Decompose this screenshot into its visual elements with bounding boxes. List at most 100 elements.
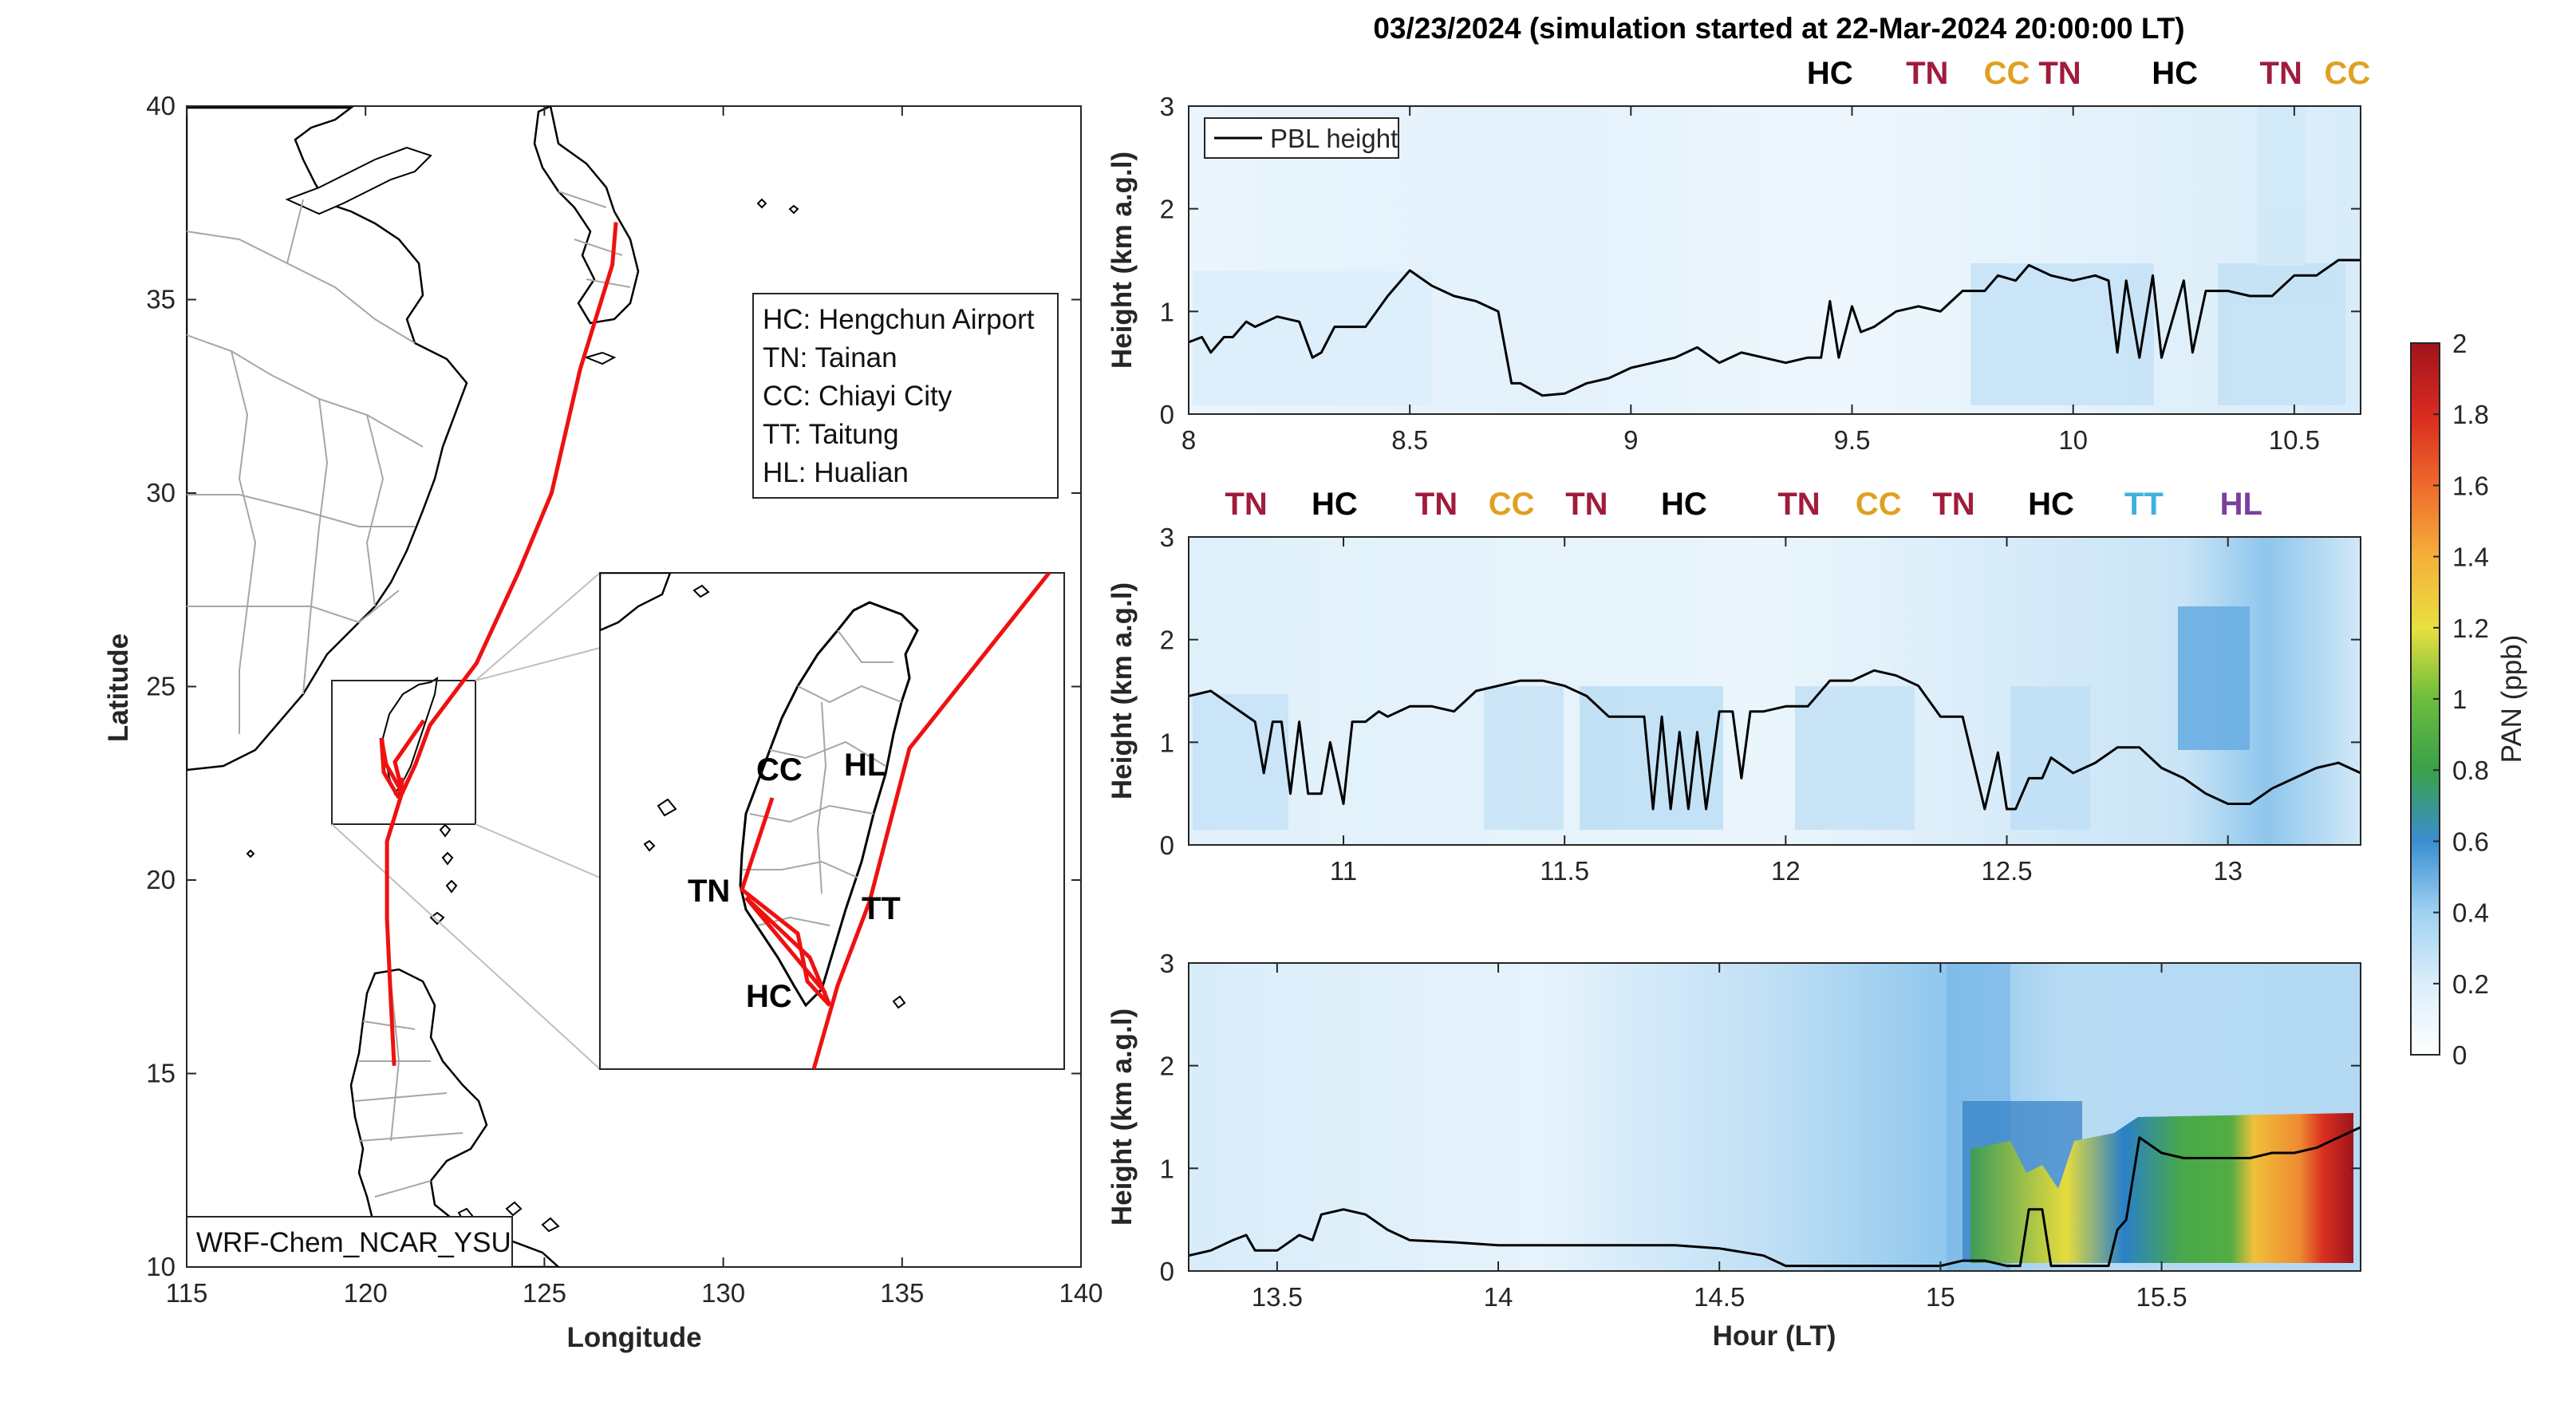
xtick-label: 13.5 bbox=[1252, 1282, 1303, 1312]
colorbar-tick-label: 0 bbox=[2452, 1040, 2467, 1070]
inset-flight-track bbox=[740, 573, 1051, 1069]
site-label-tn: TN bbox=[1225, 487, 1267, 522]
jeju-island bbox=[583, 351, 617, 365]
map-ytick-label: 30 bbox=[146, 478, 176, 507]
inset-coast-mainland bbox=[600, 573, 672, 632]
legend-entry: TT: Taitung bbox=[763, 419, 899, 450]
panel1-ylabel: Height (km a.g.l) bbox=[1107, 152, 1138, 369]
xtick-label: 10 bbox=[2058, 425, 2088, 455]
xtick-label: 15.5 bbox=[2136, 1282, 2187, 1312]
ytick-label: 3 bbox=[1160, 949, 1174, 978]
model-label-box: WRF-Chem_NCAR_YSU bbox=[186, 1216, 513, 1268]
panel-frame bbox=[1188, 962, 2361, 1272]
site-label-hc: HC bbox=[2028, 487, 2074, 522]
map-panel: 115 120 125 130 135 140 10 15 20 25 30 35 40 Longit… bbox=[103, 91, 1103, 1353]
site-label-hl: HL bbox=[844, 748, 886, 783]
map-xtick-label: 135 bbox=[880, 1278, 924, 1308]
site-label-hc: HC bbox=[1661, 487, 1707, 522]
pbl-height-line bbox=[1188, 669, 2361, 811]
legend-entry: HL: Hualian bbox=[763, 457, 909, 488]
inset-islets bbox=[643, 584, 906, 1009]
site-label-tt: TT bbox=[862, 891, 901, 926]
panel2-ylabel: Height (km a.g.l) bbox=[1107, 582, 1138, 799]
site-label-tn: TN bbox=[1777, 487, 1820, 522]
panel3-plume bbox=[1947, 963, 2353, 1271]
site-label-tn: TN bbox=[688, 874, 730, 909]
site-label-cc: CC bbox=[756, 752, 803, 787]
ytick-label: 2 bbox=[1160, 1052, 1174, 1081]
colorbar-tick-label: 0.8 bbox=[2452, 756, 2489, 785]
curtain-panel-2 bbox=[1189, 537, 2361, 845]
xtick-label: 11 bbox=[1330, 856, 1357, 886]
ytick-label: 2 bbox=[1160, 195, 1174, 224]
map-ylabel: Latitude bbox=[103, 633, 134, 742]
colorbar-tick-label: 1.4 bbox=[2452, 543, 2489, 572]
map-xtick-label: 120 bbox=[344, 1278, 388, 1308]
xtick-label: 14 bbox=[1484, 1282, 1513, 1312]
colorbar-tick-label: 1 bbox=[2452, 685, 2467, 714]
ytick-label: 1 bbox=[1160, 1154, 1174, 1183]
legend-entry: TN: Tainan bbox=[763, 342, 897, 373]
ytick-label: 0 bbox=[1160, 400, 1174, 429]
xtick-label: 8 bbox=[1181, 425, 1196, 455]
panel3-xlabel: Hour (LT) bbox=[1713, 1320, 1836, 1352]
colorbar-tick-label: 1.6 bbox=[2452, 471, 2489, 500]
xtick-label: 12 bbox=[1771, 856, 1801, 886]
colorbar-tick-label: 1.2 bbox=[2452, 614, 2489, 643]
map-ytick-label: 10 bbox=[146, 1252, 176, 1281]
ytick-label: 1 bbox=[1160, 297, 1174, 326]
ytick-label: 1 bbox=[1160, 728, 1174, 757]
site-label-cc: CC bbox=[2324, 56, 2370, 91]
colorbar-label: PAN (ppb) bbox=[2496, 635, 2527, 764]
ytick-label: 3 bbox=[1160, 92, 1174, 121]
site-label-hc: HC bbox=[746, 979, 792, 1014]
site-label-hc: HC bbox=[1312, 487, 1358, 522]
map-ytick-label: 40 bbox=[146, 91, 176, 120]
site-label-tn: TN bbox=[2038, 56, 2081, 91]
ytick-label: 3 bbox=[1160, 523, 1174, 552]
xtick-label: 14.5 bbox=[1694, 1282, 1745, 1312]
panel3-ylabel: Height (km a.g.l) bbox=[1107, 1008, 1138, 1226]
site-label-tt: TT bbox=[2124, 487, 2164, 522]
china-coastline bbox=[187, 106, 468, 772]
colorbar-tick-label: 0.2 bbox=[2452, 969, 2489, 999]
map-xtick-label: 140 bbox=[1059, 1278, 1103, 1308]
map-xtick-label: 130 bbox=[701, 1278, 745, 1308]
panel-frame bbox=[1188, 105, 2361, 415]
inset-county-borders bbox=[742, 630, 902, 926]
legend-entry: CC: Chiayi City bbox=[763, 381, 953, 412]
legend-entry: HC: Hengchun Airport bbox=[763, 304, 1035, 335]
site-label-tn: TN bbox=[1906, 56, 1948, 91]
colorbar: 0 0.2 0.4 0.6 0.8 1 1.2 1.4 1.6 1.8 2 PAN (ppb) bbox=[2410, 329, 2527, 1070]
xtick-label: 15 bbox=[1926, 1282, 1955, 1312]
xtick-label: 8.5 bbox=[1391, 425, 1428, 455]
colorbar-tick-label: 1.8 bbox=[2452, 400, 2489, 429]
map-xtick-label: 115 bbox=[166, 1278, 208, 1308]
colorbar-tick-label: 0.4 bbox=[2452, 898, 2489, 928]
panel3-axes: 13.5 14 14.5 15 15.5 0 1 2 3 bbox=[1160, 949, 2361, 1312]
site-label-hc: HC bbox=[2152, 56, 2198, 91]
ytick-label: 0 bbox=[1160, 831, 1174, 860]
taiwan-inset: CC HL TN TT HC bbox=[599, 572, 1065, 1070]
xtick-label: 12.5 bbox=[1981, 856, 2032, 886]
map-x-ticks: 115 120 125 130 135 140 bbox=[166, 106, 1103, 1308]
xtick-label: 9 bbox=[1623, 425, 1638, 455]
xtick-label: 11.5 bbox=[1540, 856, 1589, 886]
site-label-hc: HC bbox=[1807, 56, 1853, 91]
pbl-legend-label: PBL height bbox=[1270, 124, 1398, 153]
site-label-cc: CC bbox=[1489, 487, 1535, 522]
pbl-height-line bbox=[1188, 259, 2361, 397]
site-legend: HC: Hengchun Airport TN: Tainan CC: Chia… bbox=[752, 293, 1059, 499]
map-xlabel: Longitude bbox=[566, 1322, 701, 1353]
site-label-cc: CC bbox=[1856, 487, 1902, 522]
model-label: WRF-Chem_NCAR_YSU bbox=[196, 1227, 511, 1258]
curtain-panel-3 bbox=[1189, 963, 2361, 1271]
xtick-label: 13 bbox=[2213, 856, 2243, 886]
inset-taiwan bbox=[739, 601, 919, 1008]
site-label-tn: TN bbox=[2260, 56, 2302, 91]
site-label-hl: HL bbox=[2220, 487, 2262, 522]
